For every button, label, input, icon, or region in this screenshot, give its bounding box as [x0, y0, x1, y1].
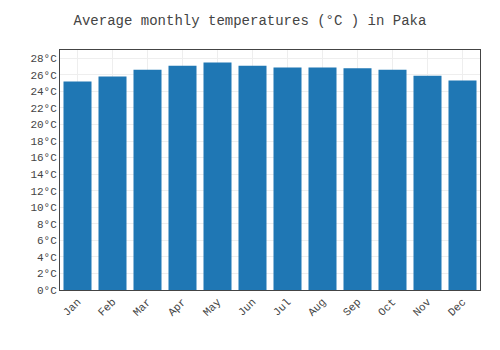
svg-text:14°C: 14°C	[30, 169, 57, 181]
svg-text:Aug: Aug	[306, 296, 328, 318]
svg-text:Nov: Nov	[411, 296, 434, 319]
svg-text:4°C: 4°C	[37, 252, 57, 264]
svg-text:Feb: Feb	[96, 296, 118, 318]
svg-text:18°C: 18°C	[30, 136, 57, 148]
svg-text:26°C: 26°C	[30, 70, 57, 82]
svg-text:May: May	[201, 296, 224, 319]
svg-text:24°C: 24°C	[30, 86, 57, 98]
svg-text:16°C: 16°C	[30, 152, 57, 164]
svg-text:Jul: Jul	[271, 296, 293, 318]
svg-text:Apr: Apr	[166, 296, 188, 318]
svg-text:Oct: Oct	[376, 296, 398, 318]
svg-text:Sep: Sep	[341, 296, 363, 318]
svg-text:Mar: Mar	[131, 296, 153, 318]
svg-text:20°C: 20°C	[30, 119, 57, 131]
svg-text:28°C: 28°C	[30, 53, 57, 65]
svg-text:22°C: 22°C	[30, 103, 57, 115]
svg-text:8°C: 8°C	[37, 219, 57, 231]
svg-text:12°C: 12°C	[30, 186, 57, 198]
svg-text:Average monthly temperatures (: Average monthly temperatures (°C ) in Pa…	[74, 13, 427, 29]
svg-text:2°C: 2°C	[37, 268, 57, 280]
svg-text:Jun: Jun	[236, 296, 258, 318]
svg-text:10°C: 10°C	[30, 202, 57, 214]
svg-text:Jan: Jan	[61, 296, 83, 318]
svg-text:6°C: 6°C	[37, 235, 57, 247]
svg-text:Dec: Dec	[446, 296, 468, 318]
svg-text:0°C: 0°C	[37, 285, 57, 297]
